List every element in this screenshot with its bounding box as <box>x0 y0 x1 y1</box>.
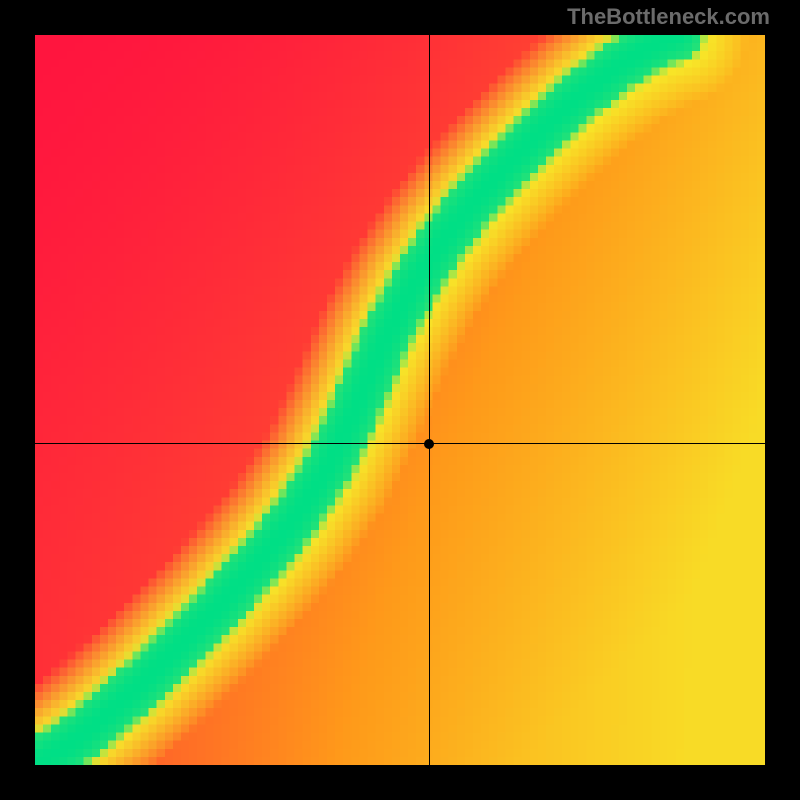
crosshair-horizontal <box>35 443 765 444</box>
crosshair-vertical <box>429 35 430 765</box>
watermark-text: TheBottleneck.com <box>567 4 770 30</box>
operating-point-marker <box>424 439 434 449</box>
bottleneck-heatmap <box>35 35 765 765</box>
plot-area <box>35 35 765 765</box>
